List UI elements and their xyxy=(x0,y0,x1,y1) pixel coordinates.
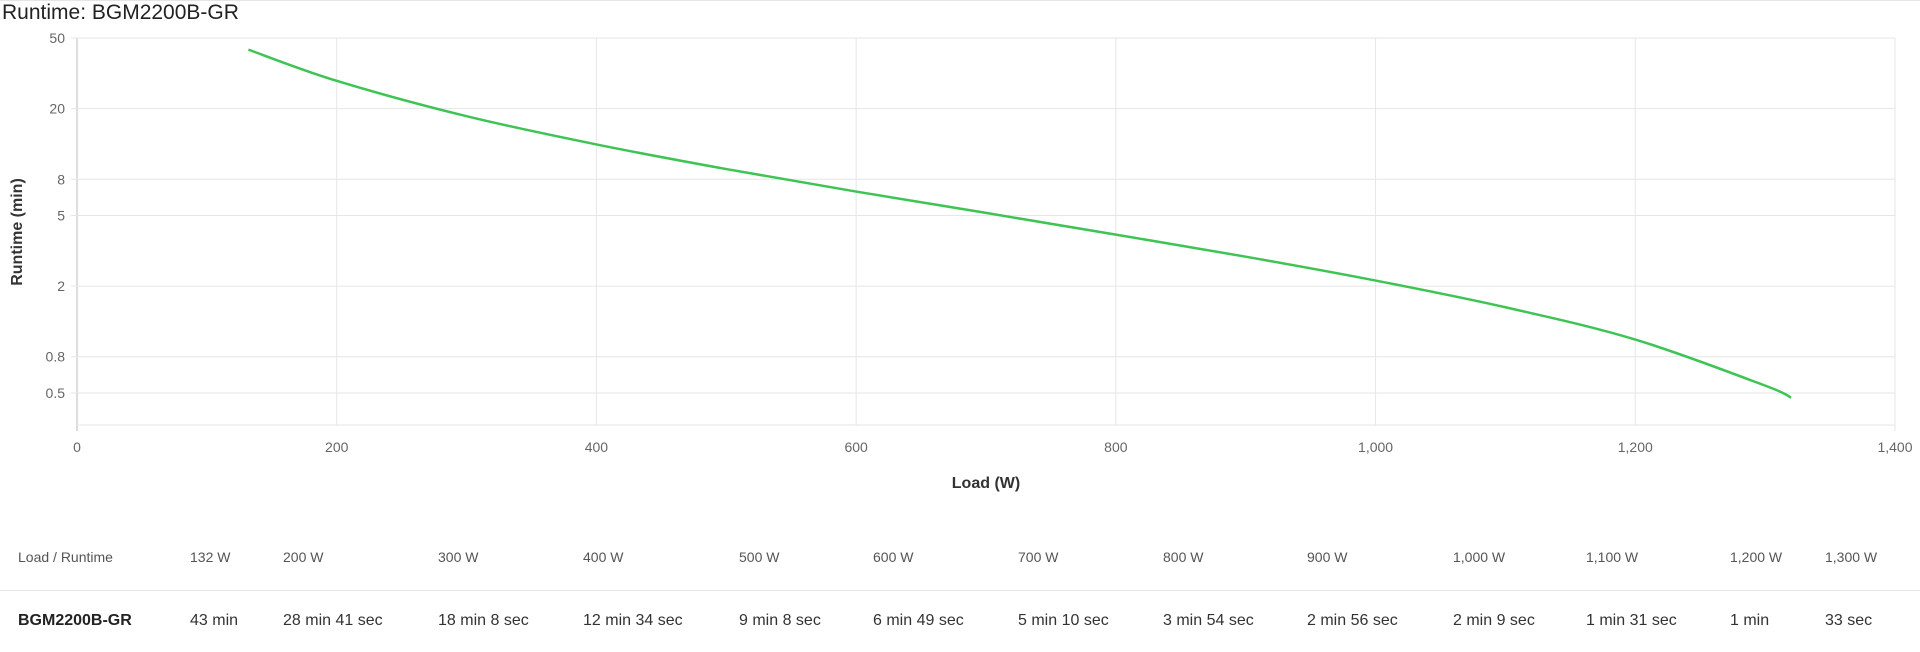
table-load-header: 200 W xyxy=(283,549,324,565)
y-tick-label: 50 xyxy=(49,30,65,46)
table-runtime-cell: 28 min 41 sec xyxy=(283,612,383,629)
x-tick-label: 0 xyxy=(73,439,81,455)
y-tick-label: 2 xyxy=(57,278,65,294)
table-runtime-cell: 5 min 10 sec xyxy=(1018,612,1109,629)
table-divider xyxy=(0,590,1920,591)
table-runtime-cell: 6 min 49 sec xyxy=(873,612,964,629)
y-tick-label: 5 xyxy=(57,207,65,223)
table-load-header: 1,000 W xyxy=(1453,549,1506,565)
x-tick-label: 1,200 xyxy=(1618,439,1653,455)
table-load-header: 400 W xyxy=(583,549,624,565)
table-runtime-cell: 33 sec xyxy=(1825,612,1873,629)
table-load-header: 1,100 W xyxy=(1586,549,1639,565)
x-tick-label: 200 xyxy=(325,439,349,455)
runtime-chart: 0 200 400 600 800 1,000 1,200 1,400 50 20 8 5 2 0.8 0.… xyxy=(9,30,1913,492)
y-tick-label: 0.8 xyxy=(46,349,66,365)
top-border xyxy=(0,0,1920,1)
table-runtime-cell: 43 min xyxy=(190,612,239,629)
table-load-header: 500 W xyxy=(739,549,780,565)
table-load-header: 300 W xyxy=(438,549,479,565)
table-load-header: 800 W xyxy=(1163,549,1204,565)
y-axis-label: Runtime (min) xyxy=(9,178,26,286)
table-runtime-cell: 9 min 8 sec xyxy=(739,612,821,629)
y-tick-label: 0.5 xyxy=(46,385,66,401)
table-runtime-cell: 2 min 9 sec xyxy=(1453,612,1535,629)
table-model-name: BGM2200B-GR xyxy=(18,612,132,629)
table-runtime-cell: 3 min 54 sec xyxy=(1163,612,1254,629)
table-runtime-cell: 18 min 8 sec xyxy=(438,612,529,629)
table-load-header: 1,200 W xyxy=(1730,549,1783,565)
table-load-header: 900 W xyxy=(1307,549,1348,565)
x-tick-label: 400 xyxy=(585,439,609,455)
series-line-bgm2200b-gr xyxy=(247,48,1792,399)
x-tick-label: 800 xyxy=(1104,439,1128,455)
y-tick-label: 20 xyxy=(49,101,65,117)
table-runtime-cell: 2 min 56 sec xyxy=(1307,612,1398,629)
table-runtime-cell: 12 min 34 sec xyxy=(583,612,683,629)
x-tick-label: 600 xyxy=(844,439,868,455)
table-load-header: 600 W xyxy=(873,549,914,565)
chart-title: Runtime: BGM2200B-GR xyxy=(2,1,239,24)
table-runtime-cell: 1 min 31 sec xyxy=(1586,612,1677,629)
table-load-header: 1,300 W xyxy=(1825,549,1878,565)
x-tick-label: 1,000 xyxy=(1358,439,1393,455)
table-load-header: 700 W xyxy=(1018,549,1059,565)
x-axis-label: Load (W) xyxy=(952,475,1020,492)
y-tick-label: 8 xyxy=(57,171,65,187)
x-tick-label: 1,400 xyxy=(1877,439,1912,455)
table-header-label: Load / Runtime xyxy=(18,549,113,565)
table-runtime-cell: 1 min xyxy=(1730,612,1770,629)
table-load-header: 132 W xyxy=(190,549,231,565)
